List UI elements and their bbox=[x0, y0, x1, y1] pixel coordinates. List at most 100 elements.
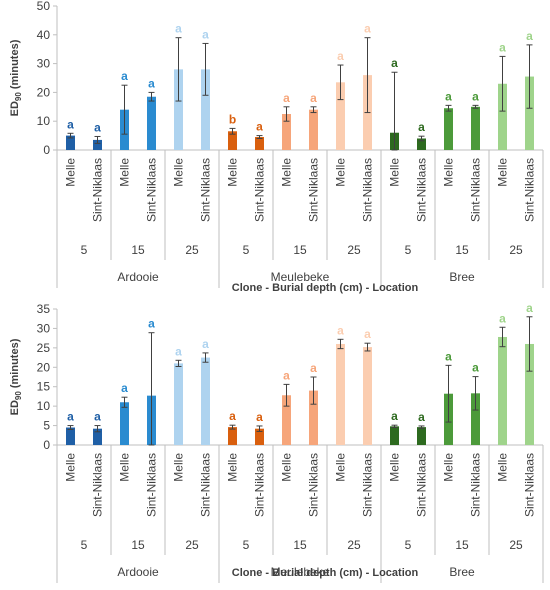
location-label: Meulebeke bbox=[271, 270, 330, 284]
significance-letter: a bbox=[256, 120, 263, 134]
significance-letter: a bbox=[364, 327, 371, 341]
clone-label: Melle bbox=[118, 158, 132, 187]
bar bbox=[66, 427, 75, 445]
bar bbox=[336, 82, 345, 150]
y-tick-label: 30 bbox=[37, 57, 51, 71]
clone-label: Melle bbox=[226, 453, 240, 482]
location-label: Ardooie bbox=[117, 565, 159, 579]
significance-letter: a bbox=[391, 409, 398, 423]
bar bbox=[228, 131, 237, 150]
bar bbox=[282, 395, 291, 445]
y-axis-title: ED90 (minutes) bbox=[9, 338, 23, 415]
significance-letter: a bbox=[121, 381, 128, 395]
location-label: Bree bbox=[449, 270, 475, 284]
y-tick-label: 50 bbox=[37, 0, 51, 13]
clone-label: Sint-Niklaas bbox=[145, 453, 159, 517]
significance-letter: a bbox=[283, 368, 290, 382]
bar bbox=[471, 393, 480, 445]
significance-letter: a bbox=[310, 91, 317, 105]
bar bbox=[174, 69, 183, 150]
bar bbox=[309, 390, 318, 445]
depth-label: 5 bbox=[81, 538, 88, 552]
significance-letter: a bbox=[472, 89, 479, 103]
y-tick-label: 30 bbox=[37, 321, 51, 335]
clone-label: Melle bbox=[118, 453, 132, 482]
depth-label: 25 bbox=[509, 243, 523, 257]
clone-label: Melle bbox=[496, 158, 510, 187]
clone-label: Sint-Niklaas bbox=[361, 453, 375, 517]
y-tick-label: 10 bbox=[37, 114, 51, 128]
chart-panel-1: 0 10 20 30 40 50 ED90 (minutes) a Melle a Sint-Nik… bbox=[9, 0, 544, 294]
significance-letter: a bbox=[310, 361, 317, 375]
clone-label: Sint-Niklaas bbox=[253, 453, 267, 517]
significance-letter: a bbox=[67, 117, 74, 131]
bar bbox=[525, 343, 534, 445]
clone-label: Sint-Niklaas bbox=[361, 158, 375, 222]
y-tick-label: 20 bbox=[37, 360, 51, 374]
significance-letter: a bbox=[337, 323, 344, 337]
depth-label: 15 bbox=[131, 243, 145, 257]
y-tick-label: 0 bbox=[43, 438, 50, 452]
significance-letter: a bbox=[229, 409, 236, 423]
depth-label: 25 bbox=[185, 538, 199, 552]
significance-letter: a bbox=[337, 49, 344, 63]
depth-label: 15 bbox=[455, 538, 469, 552]
clone-label: Sint-Niklaas bbox=[523, 158, 537, 222]
clone-label: Melle bbox=[64, 158, 78, 187]
clone-label: Melle bbox=[388, 158, 402, 187]
location-label: Bree bbox=[449, 565, 475, 579]
significance-letter: a bbox=[94, 120, 101, 134]
significance-letter: a bbox=[256, 410, 263, 424]
depth-label: 25 bbox=[509, 538, 523, 552]
clone-label: Melle bbox=[388, 453, 402, 482]
depth-label: 5 bbox=[243, 243, 250, 257]
clone-label: Sint-Niklaas bbox=[253, 158, 267, 222]
bar bbox=[498, 336, 507, 445]
bar bbox=[336, 343, 345, 445]
depth-label: 15 bbox=[455, 243, 469, 257]
clone-label: Melle bbox=[442, 453, 456, 482]
bar bbox=[390, 426, 399, 445]
bar bbox=[228, 427, 237, 445]
clone-label: Melle bbox=[334, 453, 348, 482]
significance-letter: a bbox=[364, 22, 371, 36]
significance-letter: a bbox=[526, 301, 533, 315]
bar bbox=[282, 114, 291, 150]
clone-label: Melle bbox=[442, 158, 456, 187]
significance-letter: a bbox=[472, 361, 479, 375]
significance-letter: a bbox=[202, 27, 209, 41]
x-axis-title: Clone - Burial depth (cm) - Location bbox=[232, 567, 419, 579]
bar bbox=[174, 363, 183, 445]
bar bbox=[147, 96, 156, 150]
depth-label: 5 bbox=[405, 538, 412, 552]
significance-letter: a bbox=[148, 76, 155, 90]
significance-letter: a bbox=[283, 91, 290, 105]
bar bbox=[417, 427, 426, 445]
clone-label: Sint-Niklaas bbox=[469, 453, 483, 517]
bar bbox=[66, 135, 75, 150]
depth-label: 25 bbox=[185, 243, 199, 257]
y-tick-label: 40 bbox=[37, 28, 51, 42]
bar bbox=[309, 109, 318, 150]
significance-letter: a bbox=[175, 22, 182, 36]
significance-letter: a bbox=[148, 317, 155, 331]
bar bbox=[363, 347, 372, 445]
bar bbox=[255, 428, 264, 445]
y-tick-label: 15 bbox=[37, 380, 51, 394]
bar bbox=[93, 428, 102, 445]
significance-letter: a bbox=[445, 349, 452, 363]
significance-letter: a bbox=[391, 56, 398, 70]
depth-label: 15 bbox=[293, 243, 307, 257]
y-tick-label: 5 bbox=[43, 419, 50, 433]
significance-letter: a bbox=[499, 311, 506, 325]
clone-label: Melle bbox=[172, 158, 186, 187]
clone-label: Sint-Niklaas bbox=[199, 453, 213, 517]
clone-label: Melle bbox=[64, 453, 78, 482]
significance-letter: a bbox=[175, 344, 182, 358]
clone-label: Melle bbox=[226, 158, 240, 187]
bar bbox=[201, 357, 210, 445]
clone-label: Sint-Niklaas bbox=[91, 158, 105, 222]
x-axis-title: Clone - Burial depth (cm) - Location bbox=[232, 282, 419, 294]
clone-label: Sint-Niklaas bbox=[415, 453, 429, 517]
